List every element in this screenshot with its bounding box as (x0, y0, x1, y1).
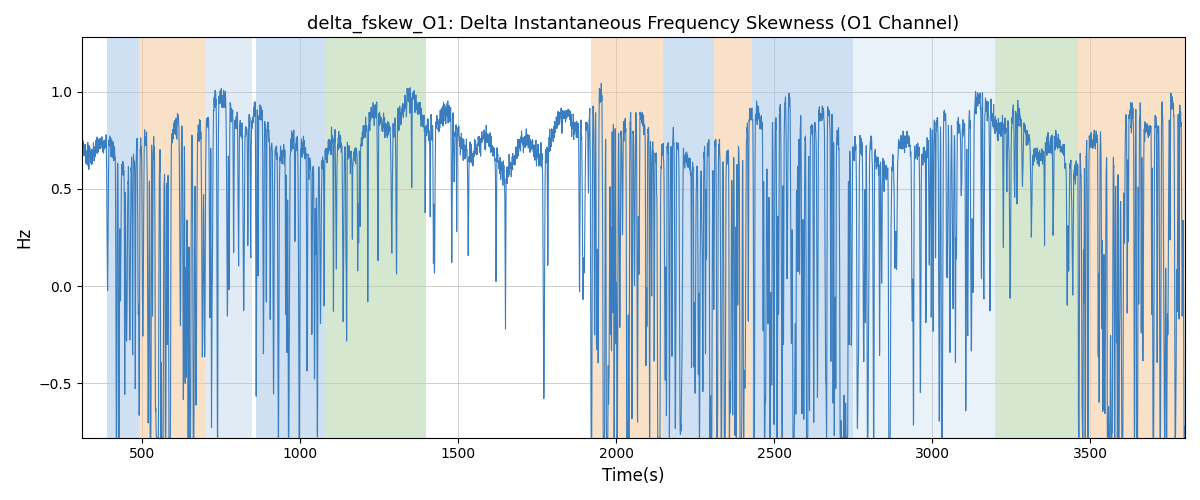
Bar (714, 38, 752, 438)
Bar (664, 38, 714, 438)
Bar (995, 38, 1078, 438)
X-axis label: Time(s): Time(s) (602, 467, 665, 485)
Bar (107, 38, 139, 438)
Bar (590, 38, 664, 438)
Y-axis label: Hz: Hz (14, 227, 34, 248)
Bar (853, 38, 995, 438)
Bar (752, 38, 853, 438)
Bar (256, 38, 325, 438)
Bar (139, 38, 205, 438)
Title: delta_fskew_O1: Delta Instantaneous Frequency Skewness (O1 Channel): delta_fskew_O1: Delta Instantaneous Freq… (307, 15, 960, 34)
Bar (205, 38, 252, 438)
Bar (1078, 38, 1184, 438)
Bar (325, 38, 426, 438)
